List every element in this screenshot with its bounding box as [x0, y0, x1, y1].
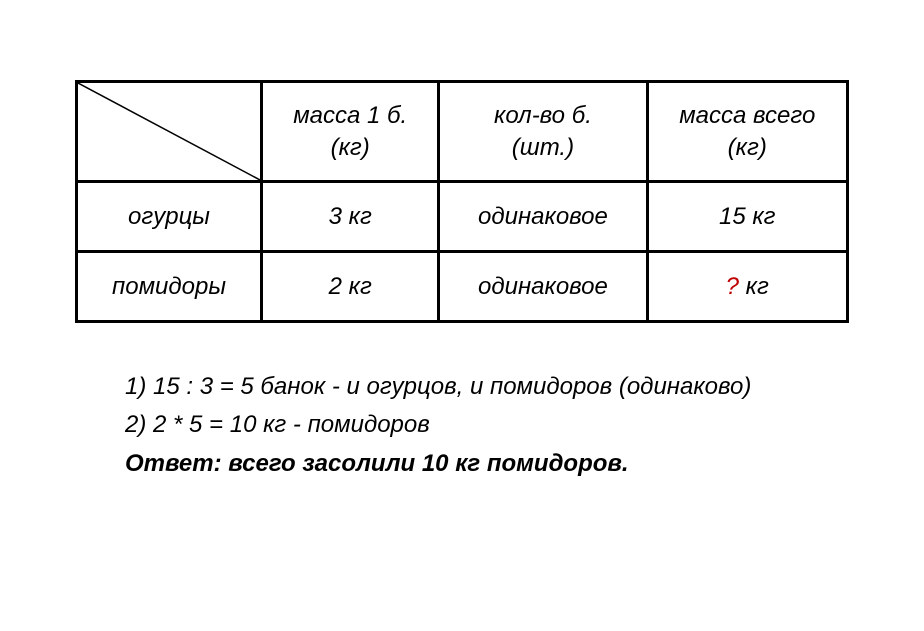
header-label: (кг) — [271, 132, 429, 163]
row-label: помидоры — [77, 252, 262, 322]
unknown-marker: ? — [726, 273, 739, 300]
table-header-row: масса 1 б. (кг) кол-во б. (шт.) масса вс… — [77, 82, 848, 182]
cell-mass-per-jar: 2 кг — [262, 252, 439, 322]
problem-table-container: масса 1 б. (кг) кол-во б. (шт.) масса вс… — [75, 80, 849, 323]
solution-step: 2) 2 * 5 = 10 кг - помидоров — [125, 406, 849, 444]
solution-answer: Ответ: всего засолили 10 кг помидоров. — [125, 445, 849, 483]
table-row: помидоры 2 кг одинаковое ? кг — [77, 252, 848, 322]
solution-block: 1) 15 : 3 = 5 банок - и огурцов, и помид… — [75, 368, 849, 483]
header-total-mass: масса всего (кг) — [647, 82, 847, 182]
cell-total-mass: 15 кг — [647, 182, 847, 252]
table-row: огурцы 3 кг одинаковое 15 кг — [77, 182, 848, 252]
problem-table: масса 1 б. (кг) кол-во б. (шт.) масса вс… — [75, 80, 849, 323]
unknown-unit: кг — [739, 273, 769, 300]
solution-step: 1) 15 : 3 = 5 банок - и огурцов, и помид… — [125, 368, 849, 406]
header-mass-per-jar: масса 1 б. (кг) — [262, 82, 439, 182]
diagonal-line-icon — [78, 83, 260, 180]
header-label: кол-во б. — [448, 100, 637, 131]
header-label: (кг) — [657, 132, 838, 163]
header-count: кол-во б. (шт.) — [439, 82, 647, 182]
cell-total-mass-unknown: ? кг — [647, 252, 847, 322]
cell-count: одинаковое — [439, 252, 647, 322]
cell-count: одинаковое — [439, 182, 647, 252]
header-label: масса 1 б. — [271, 100, 429, 131]
header-label: (шт.) — [448, 132, 637, 163]
header-label: масса всего — [657, 100, 838, 131]
header-empty-diagonal — [77, 82, 262, 182]
cell-mass-per-jar: 3 кг — [262, 182, 439, 252]
row-label: огурцы — [77, 182, 262, 252]
